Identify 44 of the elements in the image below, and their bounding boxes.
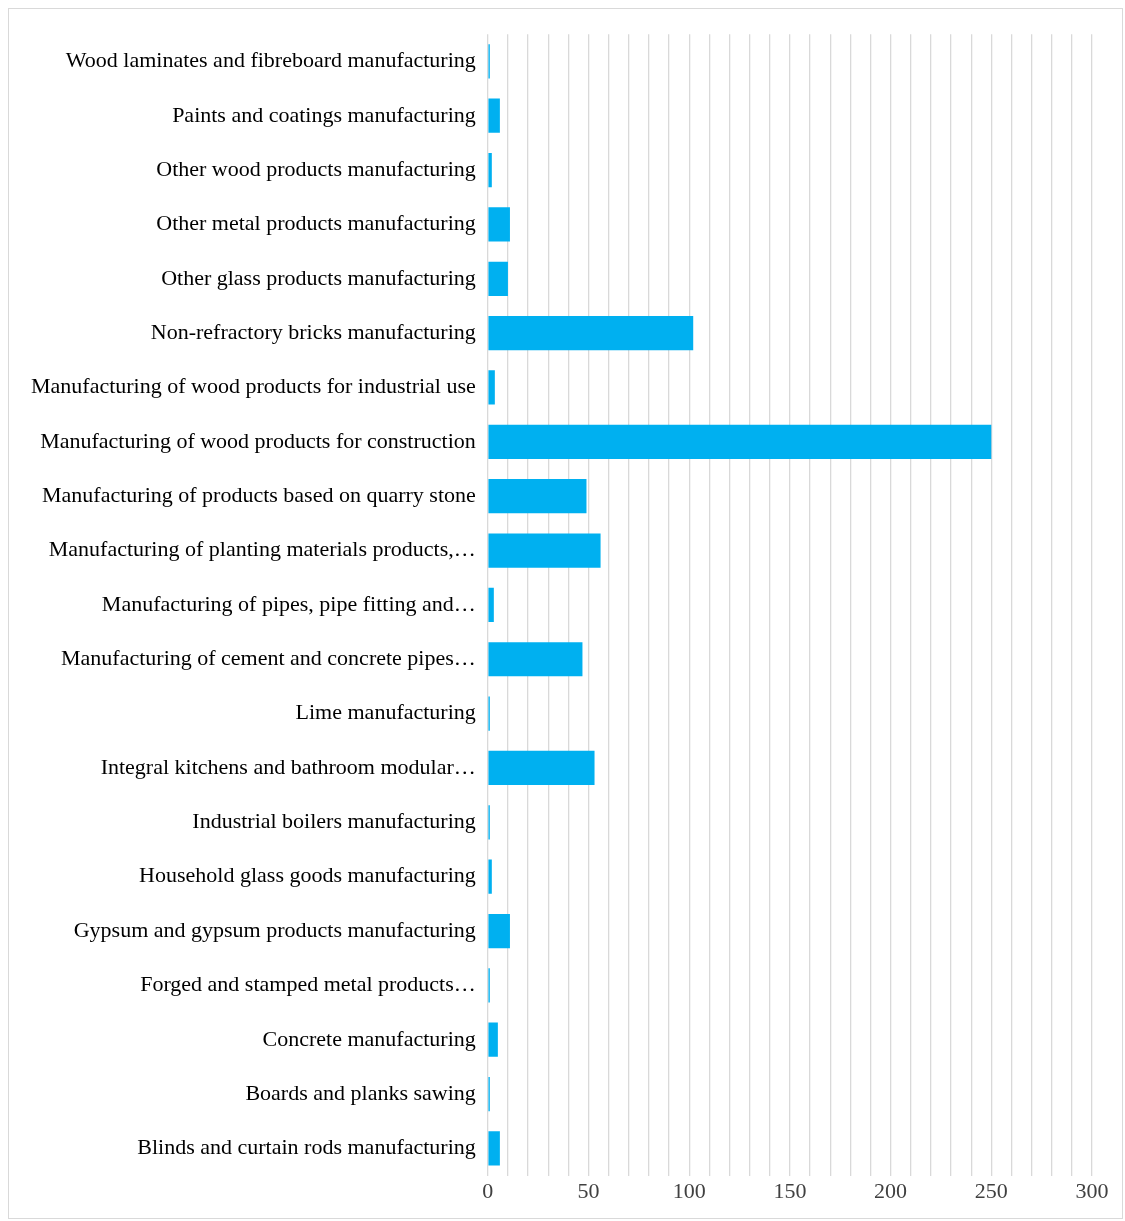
bar bbox=[488, 370, 495, 405]
bar bbox=[488, 587, 494, 623]
bar bbox=[488, 642, 583, 677]
bar bbox=[488, 750, 595, 786]
y-tick-label: Boards and planks sawing bbox=[245, 1079, 476, 1105]
y-tick-label: Paints and coatings manufacturing bbox=[172, 101, 476, 127]
y-tick-label: Lime manufacturing bbox=[295, 699, 476, 725]
bar bbox=[488, 207, 510, 242]
x-tick-label: 100 bbox=[672, 1177, 706, 1203]
y-tick-label: Other wood products manufacturing bbox=[156, 155, 476, 181]
y-tick-label: Manufacturing of cement and concrete pipes… bbox=[61, 645, 476, 671]
bar bbox=[488, 98, 500, 133]
y-tick-label: Concrete manufacturing bbox=[262, 1025, 476, 1051]
y-tick-label: Forged and stamped metal products… bbox=[140, 971, 476, 997]
y-tick-label: Integral kitchens and bathroom modular… bbox=[100, 753, 476, 779]
y-tick-label: Blinds and curtain rods manufacturing bbox=[137, 1134, 476, 1160]
bar bbox=[488, 479, 587, 514]
y-tick-label: Manufacturing of pipes, pipe fitting and… bbox=[101, 590, 476, 616]
x-tick-label: 300 bbox=[1075, 1177, 1109, 1203]
y-tick-label: Manufacturing of planting materials products,… bbox=[48, 536, 476, 562]
bar bbox=[488, 152, 492, 188]
bar bbox=[488, 261, 508, 296]
x-tick-label: 250 bbox=[974, 1177, 1008, 1203]
y-tick-label: Wood laminates and fibreboard manufacturing bbox=[65, 47, 476, 73]
y-tick-label: Manufacturing of wood products for industrial use bbox=[30, 373, 476, 399]
y-tick-label: Manufacturing of products based on quarry stone bbox=[42, 481, 476, 507]
bar bbox=[488, 533, 601, 568]
y-tick-label: Non-refractory bricks manufacturing bbox=[150, 318, 476, 344]
y-tick-label: Industrial boilers manufacturing bbox=[192, 808, 476, 834]
x-tick-label: 150 bbox=[773, 1177, 807, 1203]
y-tick-label: Household glass goods manufacturing bbox=[139, 862, 476, 888]
bar bbox=[488, 424, 992, 459]
bar bbox=[488, 1022, 498, 1057]
bar bbox=[488, 1131, 500, 1166]
y-tick-label: Other glass products manufacturing bbox=[161, 264, 476, 290]
bar bbox=[488, 913, 510, 949]
x-tick-label: 50 bbox=[577, 1177, 600, 1203]
bar bbox=[488, 859, 492, 894]
y-tick-label: Gypsum and gypsum products manufacturing bbox=[73, 916, 476, 942]
y-tick-label: Other metal products manufacturing bbox=[156, 210, 476, 236]
x-tick-label: 200 bbox=[874, 1177, 908, 1203]
y-tick-label: Manufacturing of wood products for construction bbox=[40, 427, 476, 453]
bar bbox=[488, 316, 694, 351]
x-tick-label: 0 bbox=[482, 1177, 494, 1203]
